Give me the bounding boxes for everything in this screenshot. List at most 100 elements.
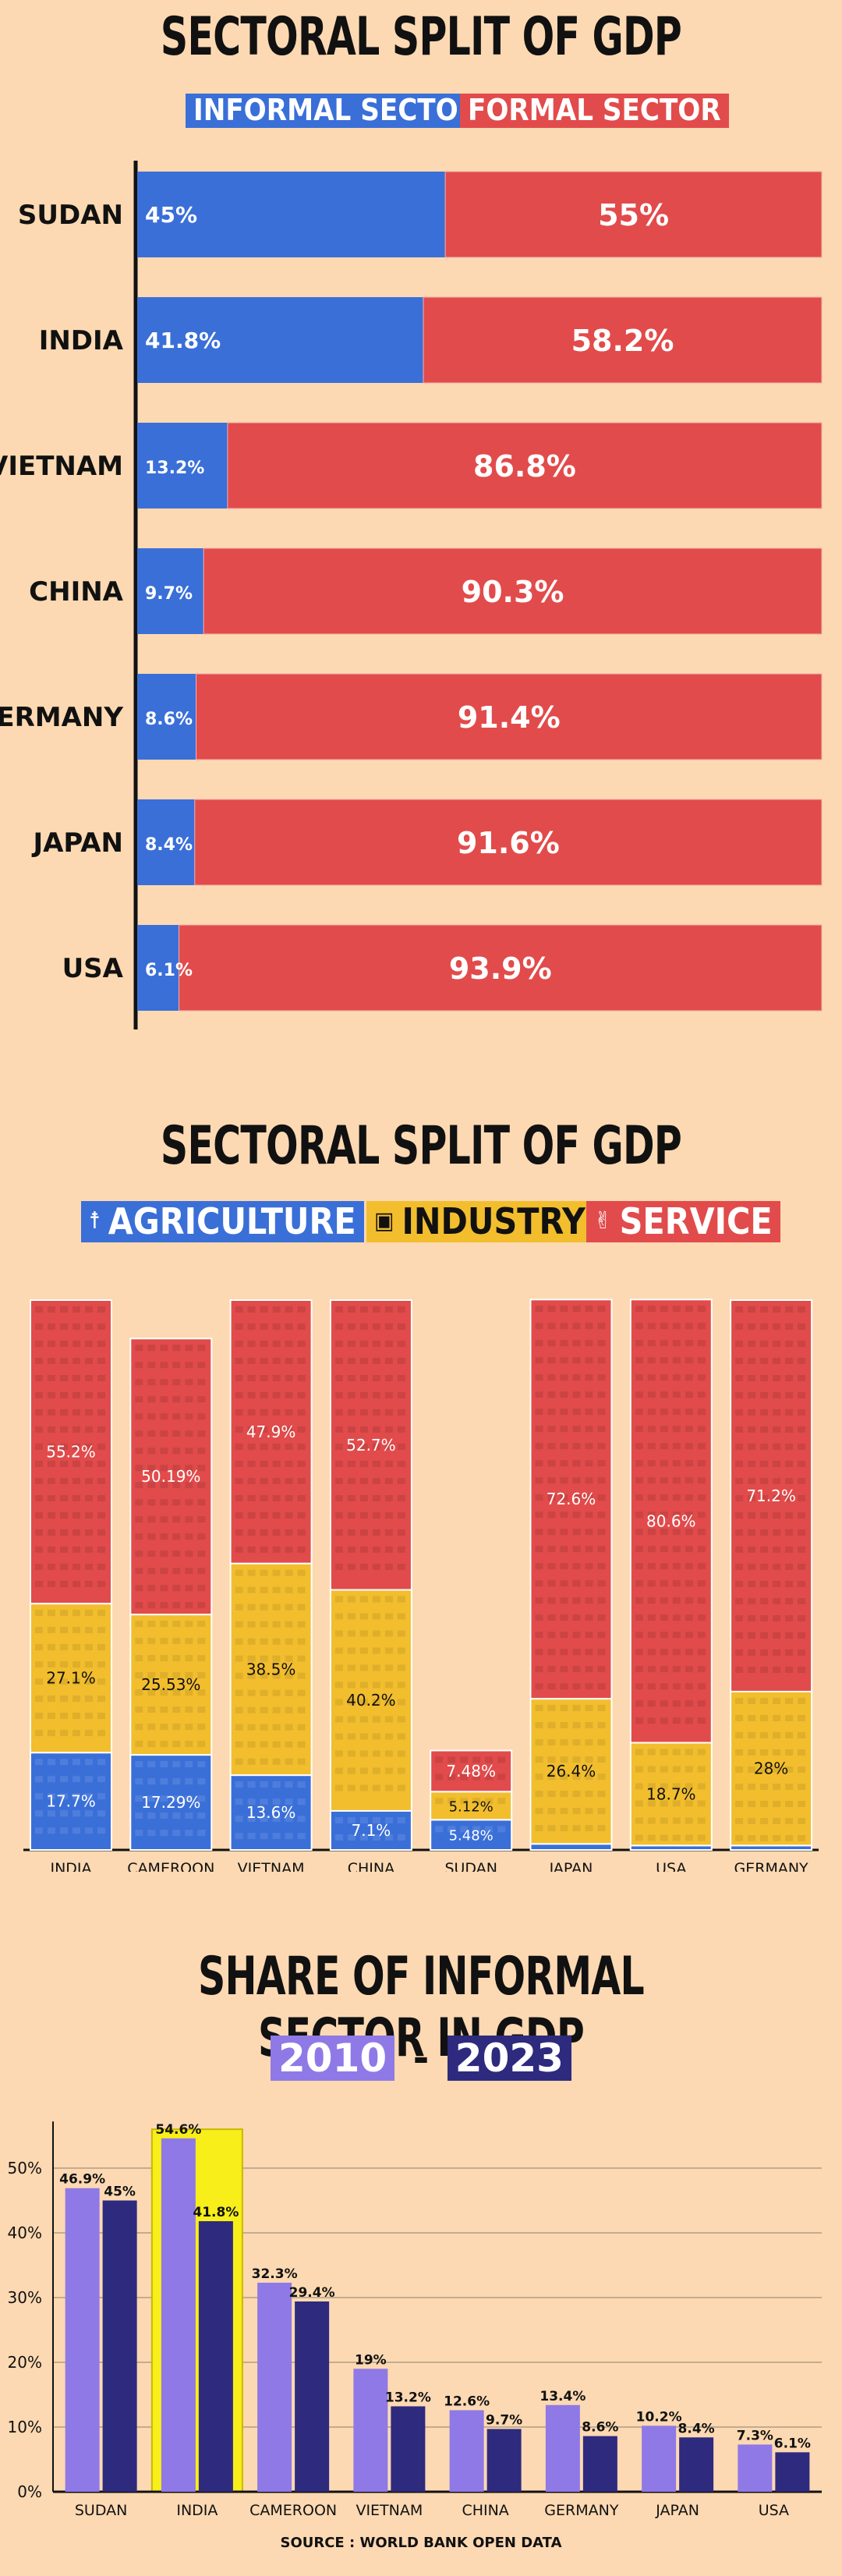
category-label: JAPAN: [549, 1860, 593, 1872]
bar-2010: [449, 2410, 484, 2492]
bar-value-label: 46.9%: [59, 2172, 105, 2188]
category-label: CHINA: [462, 2502, 508, 2519]
bar-informal: [137, 172, 446, 257]
bar-value-label: 7.3%: [737, 2428, 773, 2443]
bar-value-label: 32.3%: [252, 2266, 298, 2282]
bar-value-label: 8.4%: [678, 2421, 715, 2436]
category-label: USA: [656, 1860, 686, 1872]
bar-value-label: 19%: [355, 2352, 387, 2368]
y-tick-label: 10%: [8, 2418, 42, 2436]
segment-value-label: 28%: [754, 1759, 788, 1778]
sectoral-split-chart: 17.7% 27.1% 55.2% INDIA 17.29% 25.53% 50.19% CA…: [23, 1299, 819, 1872]
year-end: 2023: [447, 2036, 571, 2081]
bar-segment-agriculture: [30, 1752, 112, 1851]
segment-value-label: 26.4%: [547, 1762, 596, 1781]
y-tick-label: 50%: [8, 2159, 42, 2177]
bar-segment-service: [529, 1299, 613, 1700]
category-label: GERMANY: [734, 1860, 809, 1872]
category-label: SUDAN: [444, 1860, 497, 1872]
segment-value-label: 72.6%: [547, 1490, 596, 1508]
category-label: INDIA: [176, 2502, 218, 2519]
category-label: INDIA: [50, 1860, 91, 1872]
bar-segment-service: [430, 1749, 513, 1793]
bar-2023: [198, 2221, 233, 2492]
category-label: GERMANY: [544, 2502, 619, 2519]
informal-formal-chart: SUDAN 45% 55% INDIA 41.8% 58.2% VIETNAM 13.2% 86…: [0, 161, 823, 1029]
y-tick-label: 0%: [17, 2482, 42, 2501]
category-label: CHINA: [348, 1860, 394, 1872]
informal-value-label: 41.8%: [145, 328, 221, 353]
formal-value-label: 93.9%: [449, 951, 552, 986]
bar-formal: [227, 422, 823, 509]
category-label: CAMEROON: [127, 1860, 214, 1872]
bar-2010: [738, 2444, 773, 2492]
bar-2023: [582, 2436, 617, 2492]
segment-value-label: 5.48%: [449, 1828, 494, 1844]
segment-value-label: 7.1%: [351, 1821, 391, 1840]
category-label: USA: [62, 953, 124, 984]
bar-value-label: 13.4%: [540, 2389, 586, 2404]
formal-value-label: 58.2%: [571, 324, 674, 358]
segment-value-label: 47.9%: [246, 1423, 296, 1441]
bar-segment-agriculture: [529, 1843, 613, 1851]
bar-value-label: 10.2%: [636, 2409, 682, 2425]
legend-service-label: SERVICE: [619, 1200, 773, 1242]
bar-value-label: 29.4%: [289, 2285, 335, 2301]
bar-2023: [295, 2301, 330, 2492]
wheat-icon: ☨: [89, 1207, 101, 1235]
bar-formal: [444, 171, 823, 258]
category-label: SUDAN: [75, 2502, 127, 2519]
bar-segment-agriculture: [229, 1774, 313, 1851]
bar-segment-industry: [629, 1742, 713, 1847]
segment-value-label: 40.2%: [346, 1691, 396, 1710]
segment-value-label: 50.19%: [141, 1467, 200, 1486]
bar-formal: [196, 673, 823, 760]
informal-value-label: 8.4%: [145, 835, 193, 855]
category-label: CAMEROON: [249, 2502, 337, 2519]
bar-formal: [179, 924, 823, 1012]
segment-value-label: 80.6%: [646, 1511, 696, 1530]
bar-segment-service: [329, 1299, 412, 1591]
informal-value-label: 8.6%: [145, 710, 193, 729]
formal-value-label: 91.4%: [458, 700, 561, 735]
bar-value-label: 41.8%: [193, 2205, 239, 2220]
formal-value-label: 91.6%: [457, 826, 560, 860]
year-range: 2010 - 2023: [0, 2036, 842, 2081]
segment-value-label: 27.1%: [46, 1669, 96, 1688]
bar-2010: [257, 2282, 292, 2492]
segment-value-label: 17.7%: [46, 1792, 96, 1811]
category-label: VIETNAM: [238, 1860, 305, 1872]
category-label: SUDAN: [18, 200, 123, 231]
informal-value-label: 45%: [145, 202, 197, 228]
segment-value-label: 5.12%: [449, 1798, 494, 1815]
legend-industry-label: INDUSTRY: [402, 1200, 586, 1242]
category-label: JAPAN: [31, 827, 123, 859]
bar-2010: [642, 2425, 677, 2492]
year-start: 2010: [271, 2036, 395, 2081]
section2-title: SECTORAL SPLIT OF GDP: [160, 1115, 682, 1177]
category-label: CHINA: [29, 576, 124, 608]
bar-informal: [137, 423, 228, 508]
bar-segment-agriculture: [430, 1819, 513, 1851]
bar-2023: [486, 2429, 522, 2492]
bar-segment-industry: [529, 1698, 613, 1845]
segment-value-label: 38.5%: [246, 1660, 296, 1678]
bar-segment-service: [129, 1338, 213, 1616]
bar-segment-service: [229, 1299, 313, 1564]
legend-informal: INFORMAL SECTOR: [186, 93, 487, 128]
bar-segment-service: [730, 1299, 813, 1692]
bar-segment-service: [30, 1299, 112, 1605]
bar-informal: [137, 925, 179, 1011]
y-tick-label: 30%: [8, 2288, 42, 2307]
bar-2023: [679, 2437, 714, 2492]
bar-2023: [775, 2452, 810, 2492]
category-label: VIETNAM: [356, 2502, 423, 2519]
section1-title: SECTORAL SPLIT OF GDP: [160, 6, 682, 68]
informal-share-chart: 0% 10% 20% 30% 40% 50% 46.9%45% SUDAN 54.6% 41.8%…: [8, 2121, 822, 2519]
legend-agriculture: ☨ AGRICULTURE: [81, 1201, 364, 1242]
segment-value-label: 7.48%: [446, 1762, 496, 1781]
formal-value-label: 55%: [598, 198, 669, 232]
bar-2010: [65, 2188, 100, 2492]
category-label: INDIA: [39, 325, 124, 356]
informal-value-label: 13.2%: [145, 459, 204, 478]
